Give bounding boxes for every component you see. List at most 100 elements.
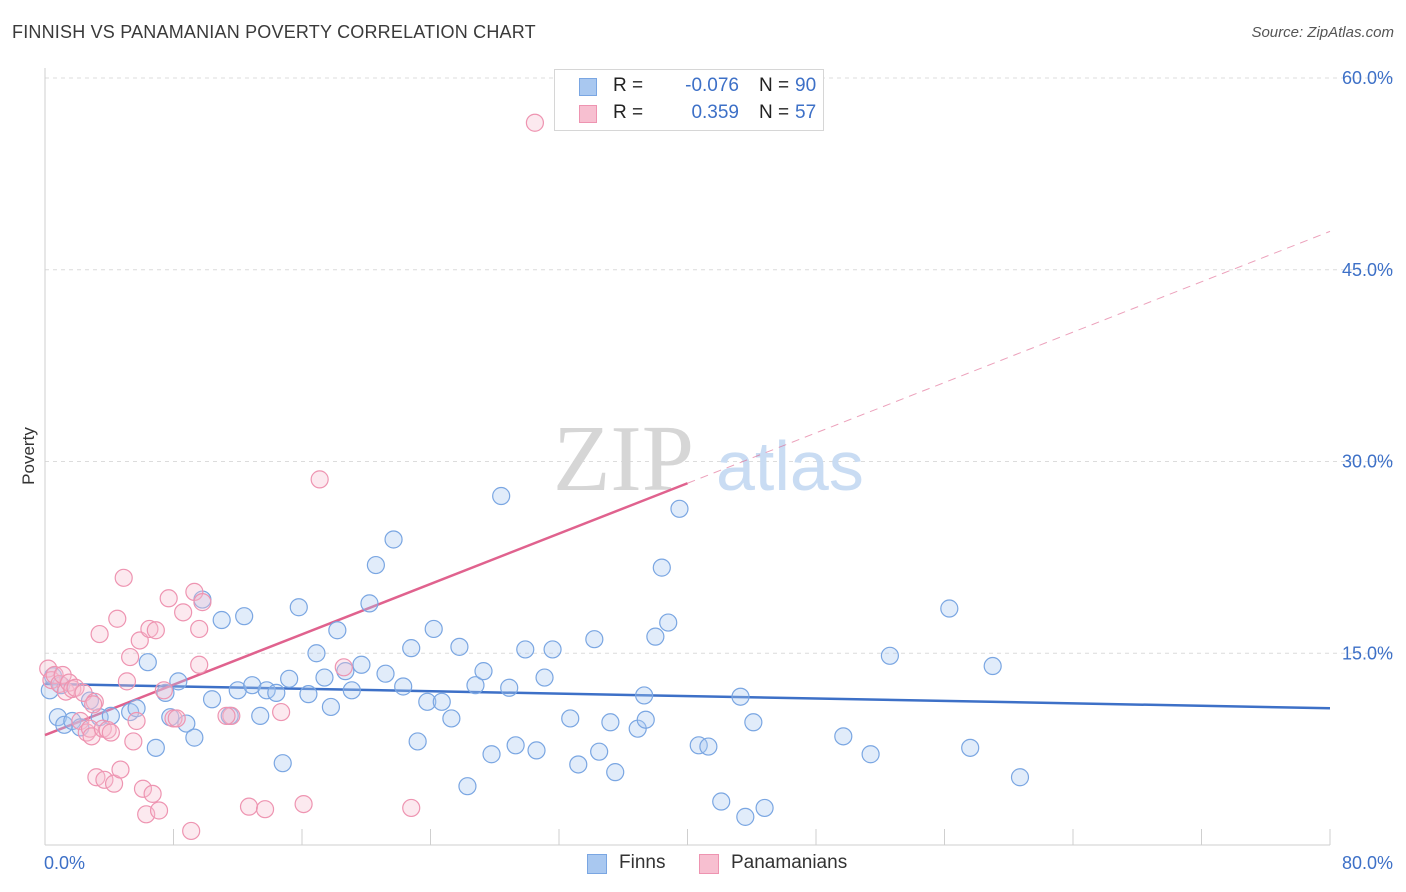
data-point-panamanians <box>222 706 241 725</box>
data-point-panamanians <box>80 719 100 738</box>
data-point-finns <box>450 637 469 656</box>
source-label: Source: ZipAtlas.com <box>1251 24 1394 41</box>
data-point-panamanians <box>143 784 162 803</box>
data-point-finns <box>280 669 299 688</box>
data-point-finns <box>299 685 318 704</box>
data-point-finns <box>834 727 853 746</box>
data-points <box>39 113 1030 841</box>
data-point-finns <box>590 742 609 761</box>
data-point-finns <box>961 738 980 757</box>
x-tick-label: 0.0% <box>44 853 85 873</box>
y-axis-label: Poverty <box>19 427 38 485</box>
data-point-finns <box>418 692 437 711</box>
data-point-panamanians <box>525 113 545 132</box>
data-point-finns <box>432 692 451 711</box>
y-tick-label: 15.0% <box>1342 643 1393 663</box>
data-point-panamanians <box>140 619 159 639</box>
data-point-finns <box>861 745 880 764</box>
data-point-finns <box>535 668 554 687</box>
data-point-finns <box>635 686 654 705</box>
n-value: 57 <box>795 102 817 123</box>
data-point-panamanians <box>95 770 114 789</box>
legend-label: Finns <box>619 852 666 873</box>
data-point-finns <box>744 713 763 732</box>
data-point-panamanians <box>154 681 173 700</box>
watermark-zip: ZIP <box>553 407 694 511</box>
data-point-panamanians <box>190 655 209 674</box>
data-point-panamanians <box>114 568 133 587</box>
data-point-finns <box>736 807 755 826</box>
panamanians-swatch <box>579 105 597 123</box>
data-point-panamanians <box>159 589 178 608</box>
data-point-finns <box>1010 768 1030 787</box>
data-point-finns <box>652 558 671 577</box>
data-point-finns <box>940 599 959 618</box>
data-point-finns <box>307 644 326 663</box>
data-point-finns <box>442 709 461 728</box>
data-point-finns <box>755 798 774 818</box>
correlation-stats-box: R = -0.076 N = 90 R = 0.359 N = 57 <box>554 69 824 131</box>
data-point-finns <box>315 668 334 687</box>
data-point-finns <box>376 664 395 683</box>
data-point-finns <box>267 683 286 702</box>
data-point-finns <box>321 697 341 717</box>
data-point-panamanians <box>310 470 329 489</box>
y-tick-label: 60.0% <box>1342 68 1393 88</box>
data-point-finns <box>527 741 546 760</box>
data-point-finns <box>342 681 361 700</box>
data-point-finns <box>352 655 371 674</box>
n-label: N = <box>759 75 790 96</box>
data-point-panamanians <box>117 672 137 691</box>
r-value: 0.359 <box>691 102 739 123</box>
data-point-panamanians <box>71 711 90 731</box>
n-label: N = <box>759 102 790 123</box>
data-point-panamanians <box>111 760 130 779</box>
data-point-finns <box>169 672 188 691</box>
data-point-panamanians <box>90 624 109 644</box>
data-point-finns <box>606 763 625 782</box>
data-point-panamanians <box>239 797 259 816</box>
data-point-finns <box>289 598 308 617</box>
r-label: R = <box>613 102 644 123</box>
data-point-finns <box>366 555 385 575</box>
data-point-finns <box>251 706 270 725</box>
data-point-panamanians <box>294 794 313 814</box>
r-value: -0.076 <box>685 75 739 96</box>
data-point-finns <box>659 613 678 632</box>
data-point-panamanians <box>133 779 153 798</box>
gridlines <box>45 77 1394 654</box>
data-point-finns <box>146 738 165 757</box>
x-tick-label: 80.0% <box>1342 853 1393 873</box>
data-point-finns <box>402 639 421 658</box>
data-point-finns <box>492 486 511 506</box>
trend-line-panamanians <box>44 482 688 737</box>
data-point-finns <box>328 621 347 640</box>
data-point-finns <box>712 792 731 811</box>
data-point-finns <box>731 687 750 706</box>
n-value: 90 <box>795 75 817 96</box>
data-point-panamanians <box>255 800 275 819</box>
data-point-finns <box>202 690 222 709</box>
data-point-panamanians <box>101 723 120 742</box>
data-point-panamanians <box>146 621 165 640</box>
data-point-finns <box>482 745 501 764</box>
data-point-panamanians <box>272 702 291 722</box>
trend-line-finns <box>44 682 1331 710</box>
data-point-panamanians <box>121 647 140 667</box>
data-point-finns <box>474 662 493 681</box>
data-point-panamanians <box>182 821 201 841</box>
data-point-finns <box>516 640 535 659</box>
tick-labels: 15.0% 30.0% 45.0% 60.0% 0.0% 80.0% <box>44 68 1393 873</box>
data-point-finns <box>506 736 525 755</box>
data-point-finns <box>689 736 708 755</box>
data-point-finns <box>983 656 1002 676</box>
data-point-panamanians <box>167 709 186 728</box>
data-point-panamanians <box>124 732 143 751</box>
data-point-finns <box>360 594 379 613</box>
data-point-finns <box>601 713 620 732</box>
data-point-finns <box>212 610 231 630</box>
data-point-finns <box>636 710 655 729</box>
data-point-panamanians <box>334 658 353 677</box>
trend-lines <box>44 230 1331 737</box>
